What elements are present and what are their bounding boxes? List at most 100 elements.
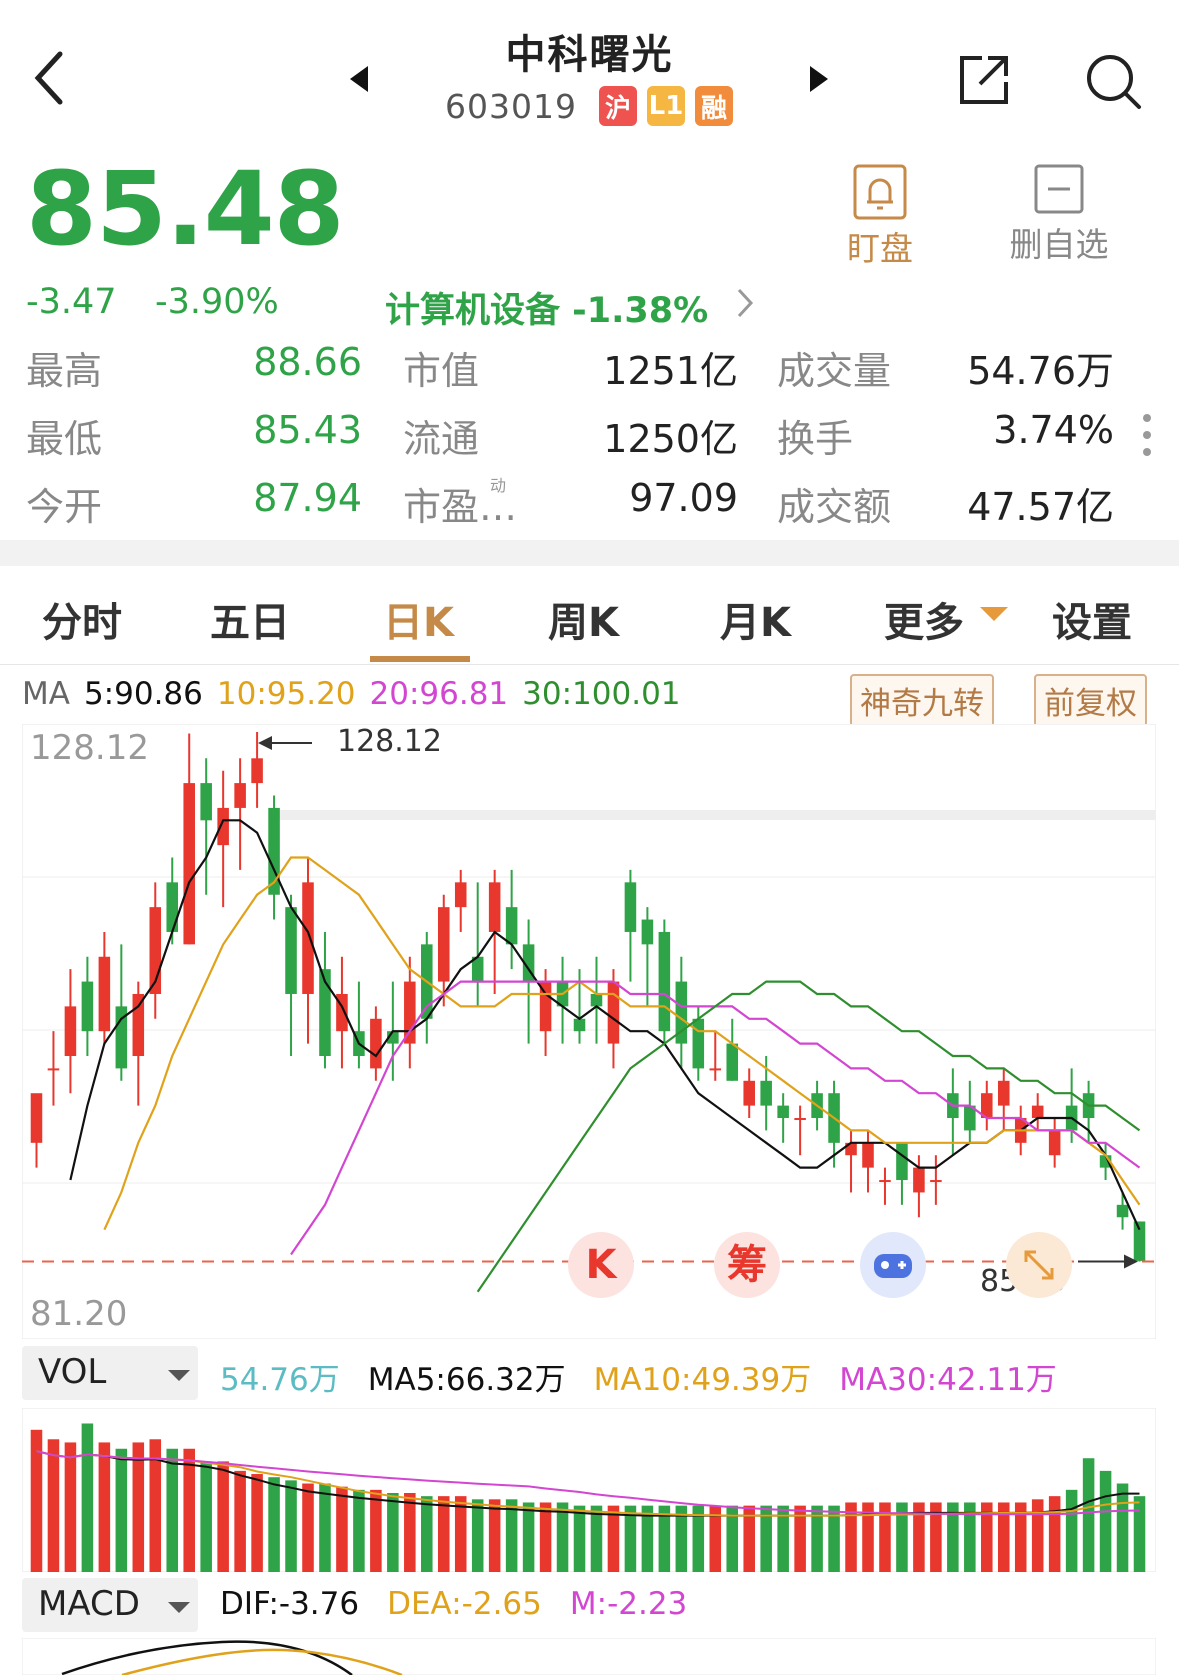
- low-arrow-head: [1124, 1254, 1138, 1269]
- stat-label: 最高: [26, 349, 103, 393]
- candle-body: [234, 783, 246, 808]
- alert-label: 盯盘: [847, 229, 913, 268]
- expand-icon: [1024, 1250, 1054, 1280]
- volume-bar: [200, 1461, 212, 1572]
- tab-settings[interactable]: 设置: [1052, 600, 1132, 646]
- chevron-right-icon[interactable]: [735, 286, 755, 324]
- kline-float-button[interactable]: K: [568, 1232, 634, 1298]
- volume-bar: [743, 1505, 755, 1572]
- candle-body: [285, 907, 297, 994]
- vol-ma30-line: [36, 1450, 1140, 1516]
- candle-body: [675, 981, 688, 1044]
- volume-bar: [624, 1505, 637, 1572]
- share-icon[interactable]: [956, 52, 1012, 108]
- macd-selector-label: MACD: [38, 1584, 140, 1624]
- alert-button[interactable]: 盯盘: [840, 164, 920, 270]
- candle-body: [997, 1080, 1010, 1106]
- price-change: -3.47: [26, 282, 117, 322]
- stat-value: 88.66: [253, 340, 362, 384]
- magic-nine-button[interactable]: 神奇九转: [850, 674, 994, 727]
- bell-icon: [853, 164, 907, 220]
- ma-line-ma5: [69, 819, 1141, 1231]
- stat-value: 47.57亿: [967, 485, 1114, 529]
- ma-label: MA: [22, 676, 70, 712]
- volume-bar: [488, 1499, 501, 1572]
- candle-body: [387, 1031, 399, 1044]
- volume-bar: [30, 1429, 43, 1572]
- expand-float-button[interactable]: [1006, 1232, 1072, 1298]
- tab-five-day[interactable]: 五日: [210, 600, 290, 646]
- candle-body: [964, 1105, 976, 1131]
- volume-bar: [692, 1505, 705, 1572]
- candle-body: [149, 907, 162, 994]
- candle-body: [200, 783, 212, 821]
- candle-body: [336, 993, 348, 1032]
- vol-ma10: MA10:49.39万: [593, 1362, 812, 1398]
- volume-bar: [1133, 1496, 1146, 1572]
- candle-body: [573, 1018, 586, 1032]
- gamepad-icon: [874, 1254, 912, 1278]
- candle-body: [709, 1068, 722, 1071]
- price-change-pct: -3.90%: [155, 282, 279, 322]
- candle-body: [896, 1142, 908, 1181]
- macd-selector[interactable]: MACD: [22, 1578, 198, 1632]
- candle-body: [30, 1093, 43, 1143]
- tab-weekly-k[interactable]: 周K: [548, 600, 619, 646]
- volume-bar: [641, 1505, 654, 1572]
- badge-margin: 融: [694, 86, 733, 126]
- ma-legend: MA 5:90.86 10:95.20 20:96.81 30:100.01: [22, 676, 681, 712]
- candle-body: [658, 931, 671, 1032]
- stat-label: 市盈…: [403, 485, 518, 529]
- volume-bar: [828, 1505, 840, 1572]
- game-float-button[interactable]: [860, 1232, 926, 1298]
- search-icon[interactable]: [1084, 52, 1144, 112]
- volume-bar: [336, 1486, 348, 1572]
- candle-body: [319, 969, 331, 1056]
- chip-float-button[interactable]: 筹: [714, 1232, 780, 1298]
- volume-bar: [913, 1502, 925, 1572]
- next-stock-icon[interactable]: [808, 64, 830, 94]
- volume-bar: [1116, 1483, 1129, 1572]
- tab-more[interactable]: 更多: [884, 600, 964, 646]
- tab-intraday[interactable]: 分时: [42, 600, 122, 646]
- prev-stock-icon[interactable]: [348, 64, 370, 94]
- candle-body: [607, 981, 620, 1044]
- volume-bar: [997, 1502, 1010, 1572]
- back-icon[interactable]: [30, 48, 70, 108]
- adjust-price-button[interactable]: 前复权: [1034, 674, 1147, 727]
- candle-body: [251, 758, 263, 784]
- stat-label: 今开: [26, 485, 103, 529]
- stat-label: 最低: [26, 417, 103, 461]
- industry-link[interactable]: 计算机设备 -1.38%: [385, 291, 709, 331]
- candle-body: [471, 956, 484, 982]
- volume-bar: [1031, 1499, 1044, 1572]
- candle-body: [590, 993, 603, 1007]
- candle-body: [437, 907, 450, 982]
- tab-monthly-k[interactable]: 月K: [720, 600, 791, 646]
- ma5-value: 5:90.86: [83, 676, 203, 712]
- remove-watchlist-button[interactable]: 删自选: [1004, 164, 1114, 266]
- candle-body: [47, 1068, 60, 1071]
- volume-bar: [353, 1489, 365, 1572]
- tab-daily-k[interactable]: 日K: [383, 600, 454, 646]
- volume-bar: [1099, 1470, 1112, 1572]
- candle-body: [624, 882, 637, 932]
- candle-body: [370, 1018, 382, 1069]
- candle-body: [760, 1080, 772, 1106]
- macd-m: M:-2.23: [569, 1586, 688, 1622]
- volume-bar: [251, 1474, 263, 1572]
- stat-value: 54.76万: [967, 349, 1114, 393]
- vol-current: 54.76万: [220, 1362, 340, 1398]
- stat-value: 1251亿: [603, 349, 738, 393]
- candle-body: [913, 1167, 925, 1193]
- volume-bar: [302, 1483, 314, 1572]
- volume-chart[interactable]: [22, 1408, 1156, 1572]
- high-arrow-head: [258, 736, 272, 750]
- dropdown-triangle-icon: [980, 607, 1008, 627]
- vol-selector[interactable]: VOL: [22, 1346, 198, 1400]
- volume-bar: [404, 1493, 416, 1572]
- ma-line-ma10: [103, 856, 1141, 1231]
- more-vertical-icon[interactable]: [1140, 410, 1154, 464]
- candle-body: [1099, 1155, 1112, 1168]
- volume-bar: [845, 1502, 857, 1572]
